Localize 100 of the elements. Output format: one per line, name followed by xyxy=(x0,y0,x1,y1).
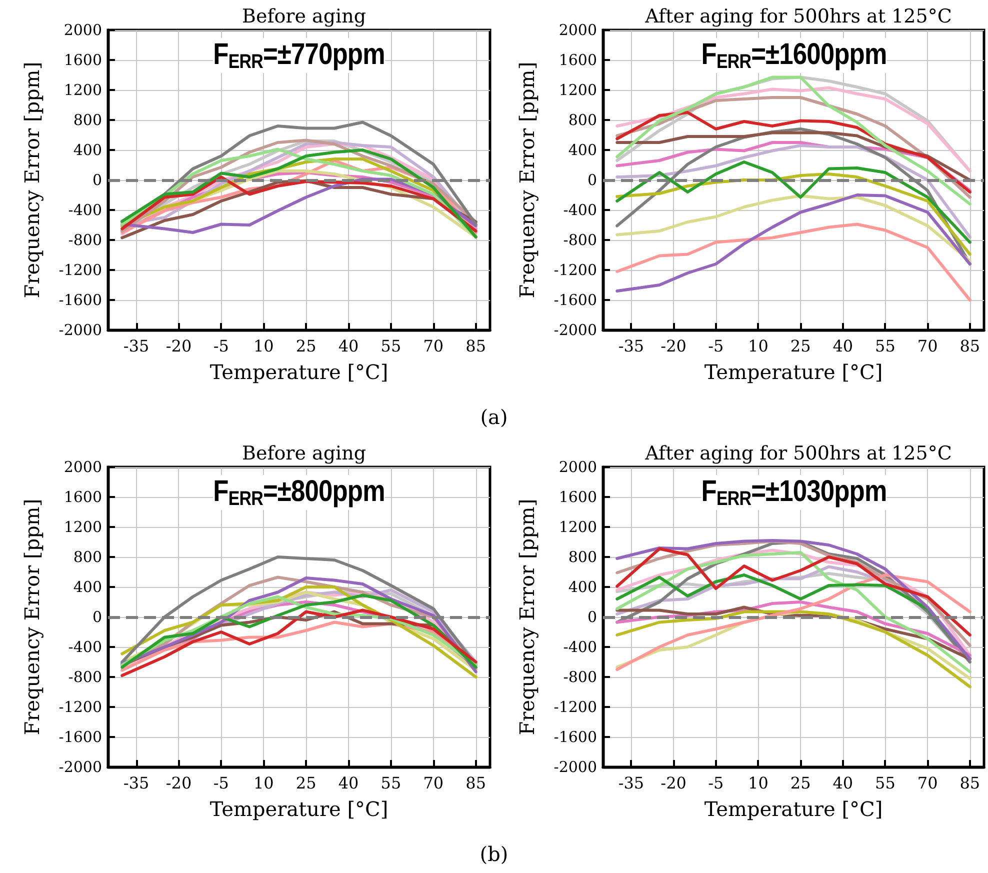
y-tick-label: -1600 xyxy=(58,728,102,746)
y-tick-label: 2000 xyxy=(558,21,597,39)
y-tick-label: -800 xyxy=(68,668,102,686)
x-tick-label: 70 xyxy=(917,336,938,356)
x-tick-label: 70 xyxy=(917,774,938,792)
line-series xyxy=(616,222,972,302)
y-tick-label: 1600 xyxy=(64,488,102,506)
y-axis-title: Frequency Error [ppm] xyxy=(20,498,44,736)
y-tick-label: -1600 xyxy=(58,291,102,309)
x-tick-label: 55 xyxy=(380,774,402,792)
x-tick-label: 40 xyxy=(338,336,359,356)
y-tick-label: -1600 xyxy=(554,728,597,746)
y-tick-label: 800 xyxy=(73,548,102,566)
x-tick-label: 25 xyxy=(296,774,316,792)
x-tick-label: 55 xyxy=(875,774,896,792)
x-tick-label: -5 xyxy=(708,336,724,356)
x-tick-label: 85 xyxy=(466,774,486,792)
annotation: F$_{ERR}$=±1030ppm xyxy=(700,475,886,510)
line-series xyxy=(616,547,972,636)
y-tick-label: 0 xyxy=(587,608,597,626)
y-axis-title: Frequency Error [ppm] xyxy=(515,62,539,298)
x-tick-label: -35 xyxy=(123,336,150,356)
y-tick-label: -400 xyxy=(68,638,102,656)
x-tick-label: 25 xyxy=(790,774,811,792)
x-tick-label: 40 xyxy=(832,336,854,356)
line-series xyxy=(616,111,972,194)
line-series xyxy=(616,194,972,262)
y-tick-label: -1200 xyxy=(554,261,597,279)
x-tick-label: 10 xyxy=(253,336,274,356)
line-series xyxy=(616,551,972,674)
x-tick-label: -5 xyxy=(213,336,229,356)
annotation: F$_{ERR}$=±770ppm xyxy=(213,38,385,73)
text: (b) xyxy=(478,842,510,866)
y-tick-label: 2000 xyxy=(558,458,597,476)
y-tick-label: -400 xyxy=(563,638,597,656)
x-tick-label: 85 xyxy=(960,774,980,792)
y-tick-label: 1600 xyxy=(558,488,597,506)
x-tick-label: 70 xyxy=(423,774,444,792)
x-axis-title: Temperature [°C] xyxy=(704,360,883,384)
x-tick-label: 85 xyxy=(960,336,980,356)
y-tick-label: 1600 xyxy=(64,51,102,69)
x-tick-label: 10 xyxy=(253,774,274,792)
x-tick-label: -35 xyxy=(123,774,150,792)
chart-title: Before aging xyxy=(242,6,366,28)
y-tick-label: 1200 xyxy=(558,81,597,99)
x-tick-label: -20 xyxy=(166,336,192,356)
x-tick-label: 40 xyxy=(832,774,854,792)
x-tick-label: 55 xyxy=(875,336,896,356)
y-tick-label: 2000 xyxy=(64,458,102,476)
y-tick-label: -2000 xyxy=(554,758,597,776)
y-tick-label: 800 xyxy=(73,111,102,129)
line-series xyxy=(120,608,478,677)
x-axis-title: Temperature [°C] xyxy=(210,360,388,384)
y-tick-label: 1200 xyxy=(64,518,102,536)
line-series xyxy=(616,76,972,206)
x-tick-label: -35 xyxy=(618,336,644,356)
y-tick-label: 800 xyxy=(568,111,597,129)
y-axis-title: Frequency Error [ppm] xyxy=(20,62,44,298)
x-tick-label: -5 xyxy=(213,774,229,792)
x-tick-label: 40 xyxy=(338,774,359,792)
y-tick-label: -400 xyxy=(68,201,102,219)
y-tick-label: -2000 xyxy=(58,321,102,339)
line-series xyxy=(616,160,972,244)
y-tick-label: -800 xyxy=(563,668,597,686)
y-tick-label: 400 xyxy=(568,141,597,159)
text: (a) xyxy=(479,405,509,429)
x-tick-label: 10 xyxy=(748,774,768,792)
y-tick-label: 0 xyxy=(92,171,102,189)
y-tick-label: 400 xyxy=(73,578,102,596)
y-tick-label: 0 xyxy=(587,171,597,189)
y-tick-label: 2000 xyxy=(64,21,102,39)
y-tick-label: -800 xyxy=(563,231,597,249)
y-tick-label: 400 xyxy=(568,578,597,596)
x-axis-title: Temperature [°C] xyxy=(210,797,388,821)
y-tick-label: 1600 xyxy=(558,51,597,69)
y-tick-label: 1200 xyxy=(558,518,597,536)
line-series xyxy=(616,194,972,292)
y-tick-label: -1200 xyxy=(554,698,597,716)
x-tick-label: -20 xyxy=(660,336,686,356)
y-tick-label: -1200 xyxy=(58,698,102,716)
y-tick-label: 0 xyxy=(92,608,102,626)
y-tick-label: -1200 xyxy=(58,261,102,279)
y-tick-label: 400 xyxy=(73,141,102,159)
y-tick-label: -1600 xyxy=(554,291,597,309)
annotation: F$_{ERR}$=±800ppm xyxy=(213,475,385,510)
y-tick-label: 1200 xyxy=(64,81,102,99)
x-tick-label: 55 xyxy=(380,336,402,356)
x-tick-label: -20 xyxy=(660,774,686,792)
x-tick-label: -5 xyxy=(708,774,724,792)
x-tick-label: 85 xyxy=(466,336,486,356)
x-axis-title: Temperature [°C] xyxy=(704,797,883,821)
y-tick-label: -2000 xyxy=(58,758,102,776)
y-tick-label: -2000 xyxy=(554,321,597,339)
chart-title: After aging for 500hrs at 125°C xyxy=(644,442,952,464)
x-tick-label: 10 xyxy=(748,336,768,356)
x-tick-label: 25 xyxy=(296,336,316,356)
y-axis-title: Frequency Error [ppm] xyxy=(515,498,539,736)
y-tick-label: 800 xyxy=(568,548,597,566)
y-tick-label: -800 xyxy=(68,231,102,249)
y-tick-label: -400 xyxy=(563,201,597,219)
